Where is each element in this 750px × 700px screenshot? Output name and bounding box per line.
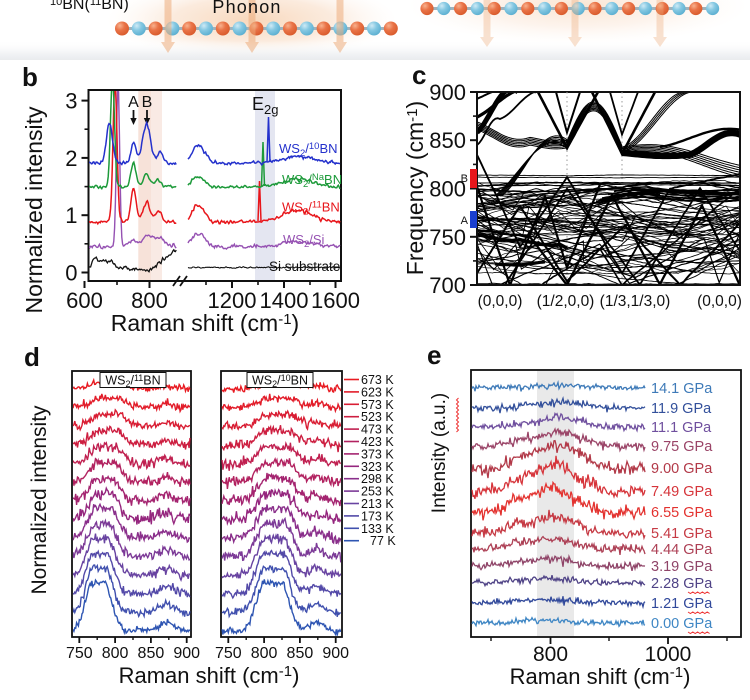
svg-text:2.28 GPa: 2.28 GPa xyxy=(651,576,713,592)
svg-text:253 K: 253 K xyxy=(361,485,394,499)
svg-text:850: 850 xyxy=(287,645,314,662)
svg-text:750: 750 xyxy=(66,645,93,662)
svg-text:Normalized intensity: Normalized intensity xyxy=(28,405,51,595)
svg-text:c: c xyxy=(412,60,426,90)
svg-text:423 K: 423 K xyxy=(361,435,394,449)
svg-text:WS2/10BN: WS2/10BN xyxy=(252,373,308,389)
svg-text:11.1 GPa: 11.1 GPa xyxy=(651,420,712,436)
svg-text:Frequency (cm-1): Frequency (cm-1) xyxy=(402,101,428,275)
svg-text:4.44 GPa: 4.44 GPa xyxy=(651,542,713,558)
svg-text:WS2/10BN: WS2/10BN xyxy=(279,141,338,159)
svg-text:(1/3,1/3,0): (1/3,1/3,0) xyxy=(600,293,671,310)
svg-text:800: 800 xyxy=(429,177,466,202)
svg-text:7.49 GPa: 7.49 GPa xyxy=(651,484,713,500)
svg-text:523 K: 523 K xyxy=(361,410,394,424)
svg-text:900: 900 xyxy=(429,80,466,105)
svg-text:(1/2,0,0): (1/2,0,0) xyxy=(537,293,595,310)
svg-text:d: d xyxy=(24,342,40,372)
svg-text:800: 800 xyxy=(533,643,568,666)
svg-text:600: 600 xyxy=(66,288,103,313)
svg-text:2: 2 xyxy=(65,146,77,171)
svg-text:6.55 GPa: 6.55 GPa xyxy=(651,505,713,521)
svg-text:0: 0 xyxy=(65,261,77,286)
svg-text:A: A xyxy=(128,94,139,111)
svg-text:323 K: 323 K xyxy=(361,460,394,474)
svg-text:623 K: 623 K xyxy=(361,385,394,399)
svg-text:133 K: 133 K xyxy=(361,522,394,536)
svg-text:B: B xyxy=(461,173,468,185)
svg-text:3: 3 xyxy=(65,89,77,114)
svg-text:Raman shift (cm-1): Raman shift (cm-1) xyxy=(119,663,300,688)
svg-text:10BN(11BN): 10BN(11BN) xyxy=(50,0,129,13)
svg-text:e: e xyxy=(427,340,441,370)
svg-text:750: 750 xyxy=(215,645,242,662)
svg-text:800: 800 xyxy=(131,288,168,313)
svg-text:Raman shift (cm-1): Raman shift (cm-1) xyxy=(111,310,299,336)
svg-text:1400: 1400 xyxy=(260,288,309,313)
svg-text:1000: 1000 xyxy=(645,643,692,666)
svg-text:673 K: 673 K xyxy=(361,373,394,387)
svg-text:473 K: 473 K xyxy=(361,423,394,437)
svg-text:Intensity (a.u.): Intensity (a.u.) xyxy=(429,393,450,513)
svg-text:700: 700 xyxy=(429,273,466,298)
svg-text:1: 1 xyxy=(65,203,77,228)
svg-text:9.00 GPa: 9.00 GPa xyxy=(651,461,713,477)
svg-text:373 K: 373 K xyxy=(361,447,394,461)
svg-text:Normalized intensity: Normalized intensity xyxy=(21,106,47,314)
svg-text:298 K: 298 K xyxy=(361,472,394,486)
svg-text:B: B xyxy=(142,94,153,111)
svg-text:213 K: 213 K xyxy=(361,497,394,511)
svg-text:900: 900 xyxy=(173,645,200,662)
svg-text:Raman shift (cm-1): Raman shift (cm-1) xyxy=(510,664,691,689)
svg-text:b: b xyxy=(22,62,38,92)
svg-text:14.1 GPa: 14.1 GPa xyxy=(651,381,713,397)
svg-text:9.75 GPa: 9.75 GPa xyxy=(651,439,713,455)
svg-text:750: 750 xyxy=(429,225,466,250)
svg-text:900: 900 xyxy=(322,645,349,662)
svg-text:3.19 GPa: 3.19 GPa xyxy=(651,559,713,575)
svg-text:1600: 1600 xyxy=(311,288,360,313)
svg-text:77 K: 77 K xyxy=(370,534,396,548)
svg-text:11.9 GPa: 11.9 GPa xyxy=(651,401,712,417)
svg-text:800: 800 xyxy=(251,645,278,662)
svg-text:Phonon: Phonon xyxy=(212,0,281,17)
svg-text:WS2/11BN: WS2/11BN xyxy=(105,373,160,389)
svg-text:573 K: 573 K xyxy=(361,398,394,412)
svg-text:(0,0,0): (0,0,0) xyxy=(697,293,742,310)
svg-text:850: 850 xyxy=(429,128,466,153)
svg-text:A: A xyxy=(461,215,469,227)
svg-text:1200: 1200 xyxy=(208,288,257,313)
svg-text:(0,0,0): (0,0,0) xyxy=(478,293,523,310)
svg-text:5.41 GPa: 5.41 GPa xyxy=(651,526,713,542)
svg-text:850: 850 xyxy=(138,645,165,662)
svg-text:1.21 GPa: 1.21 GPa xyxy=(651,596,713,612)
svg-text:173 K: 173 K xyxy=(361,509,394,523)
svg-text:800: 800 xyxy=(102,645,129,662)
svg-text:0.00 GPa: 0.00 GPa xyxy=(651,616,713,632)
